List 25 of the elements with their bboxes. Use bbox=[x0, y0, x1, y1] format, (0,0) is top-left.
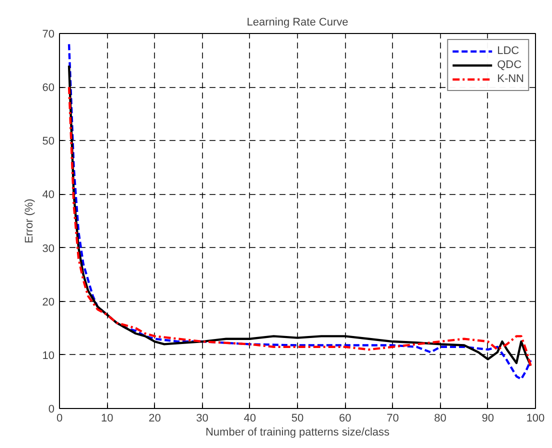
y-tick-label: 70 bbox=[42, 28, 55, 40]
y-tick-label: 50 bbox=[42, 136, 55, 148]
y-axis-title: Error (%) bbox=[23, 198, 36, 244]
x-tick-label: 60 bbox=[338, 412, 352, 424]
legend-label: LDC bbox=[497, 44, 520, 58]
x-axis-title: Number of training patterns size/class bbox=[205, 426, 390, 438]
y-tick-label: 20 bbox=[42, 296, 55, 308]
x-tick-label: 70 bbox=[386, 412, 399, 424]
y-tick-label: 0 bbox=[48, 404, 55, 416]
x-tick-label: 90 bbox=[482, 412, 494, 424]
x-tick-label: 80 bbox=[434, 412, 446, 424]
y-tick-label: 40 bbox=[42, 189, 55, 202]
x-tick-label: 10 bbox=[100, 412, 114, 424]
x-tick-label: 20 bbox=[148, 412, 161, 424]
y-tick-label: 30 bbox=[42, 242, 55, 255]
x-tick-label: 30 bbox=[196, 412, 208, 424]
x-tick-label: 100 bbox=[526, 412, 545, 424]
x-tick-label: 50 bbox=[291, 412, 304, 424]
y-tick-label: 10 bbox=[42, 350, 55, 362]
legend-label: K-NN bbox=[497, 72, 524, 86]
y-tick-label: 60 bbox=[42, 82, 55, 94]
x-tick-label: 40 bbox=[244, 412, 256, 424]
legend-label: QDC bbox=[497, 58, 522, 72]
chart-title: Learning Rate Curve bbox=[246, 16, 348, 28]
x-tick-label: 0 bbox=[56, 412, 63, 424]
